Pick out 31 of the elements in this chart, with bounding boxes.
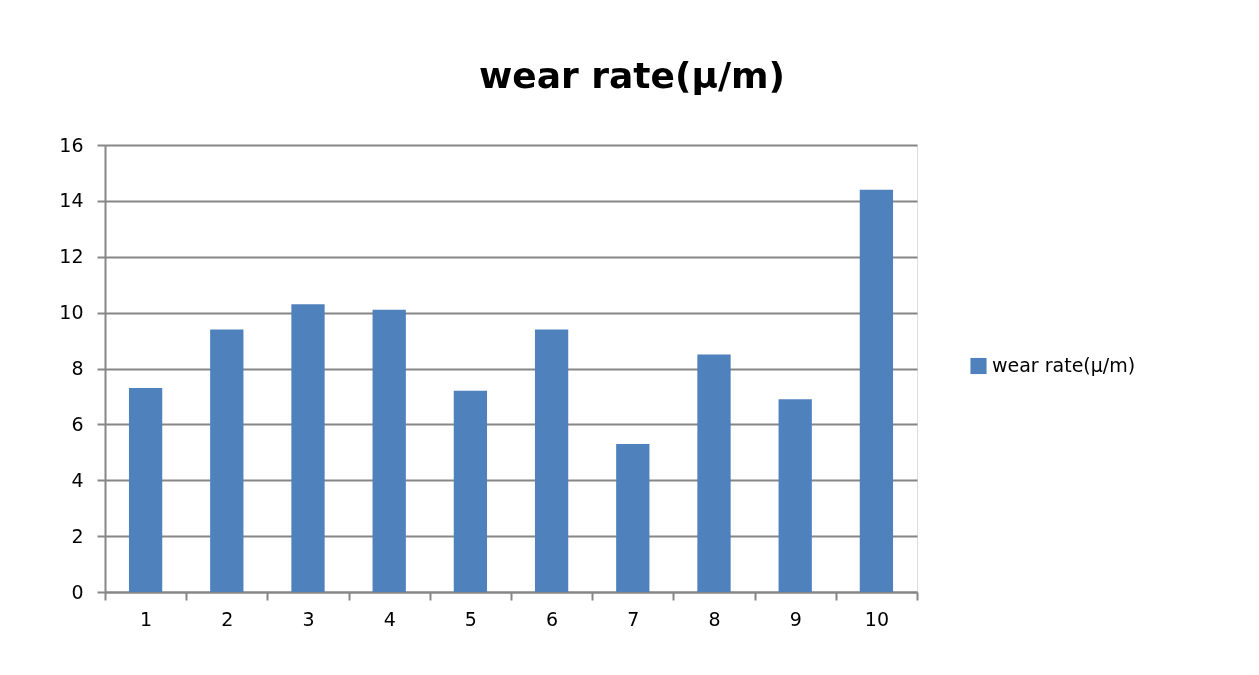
bar (616, 443, 650, 592)
y-tick-label: 10 (59, 301, 84, 324)
bar (534, 329, 569, 592)
x-tick-label: 4 (383, 607, 396, 630)
x-tick-label: 1 (140, 607, 153, 630)
bar (778, 399, 812, 592)
y-tick-label: 4 (71, 468, 84, 491)
y-tick-label: 2 (71, 524, 84, 547)
x-tick-label: 3 (302, 607, 315, 630)
y-tick-label: 8 (71, 357, 84, 379)
x-tick-label: 6 (546, 607, 559, 630)
y-tick-label: 12 (59, 245, 84, 268)
bar (128, 388, 163, 592)
bar (210, 329, 244, 592)
y-tick-label: 16 (59, 133, 84, 156)
legend-label: wear rate(μ/m) (992, 354, 1136, 376)
x-tick-label: 8 (708, 607, 721, 630)
x-tick-label: 9 (789, 607, 802, 630)
bar (453, 390, 488, 592)
bar (859, 189, 894, 592)
bar (697, 354, 731, 592)
x-tick-label: 10 (864, 607, 889, 630)
bar (291, 304, 325, 592)
x-tick-label: 2 (221, 607, 234, 630)
y-tick-label: 14 (59, 189, 84, 212)
y-tick-label: 6 (71, 412, 84, 435)
chart-title: wear rate(μ/m) (479, 55, 785, 96)
x-tick-label: 7 (627, 607, 640, 630)
bar (372, 309, 406, 592)
y-tick-label: 0 (71, 580, 84, 603)
x-tick-label: 5 (464, 607, 477, 630)
